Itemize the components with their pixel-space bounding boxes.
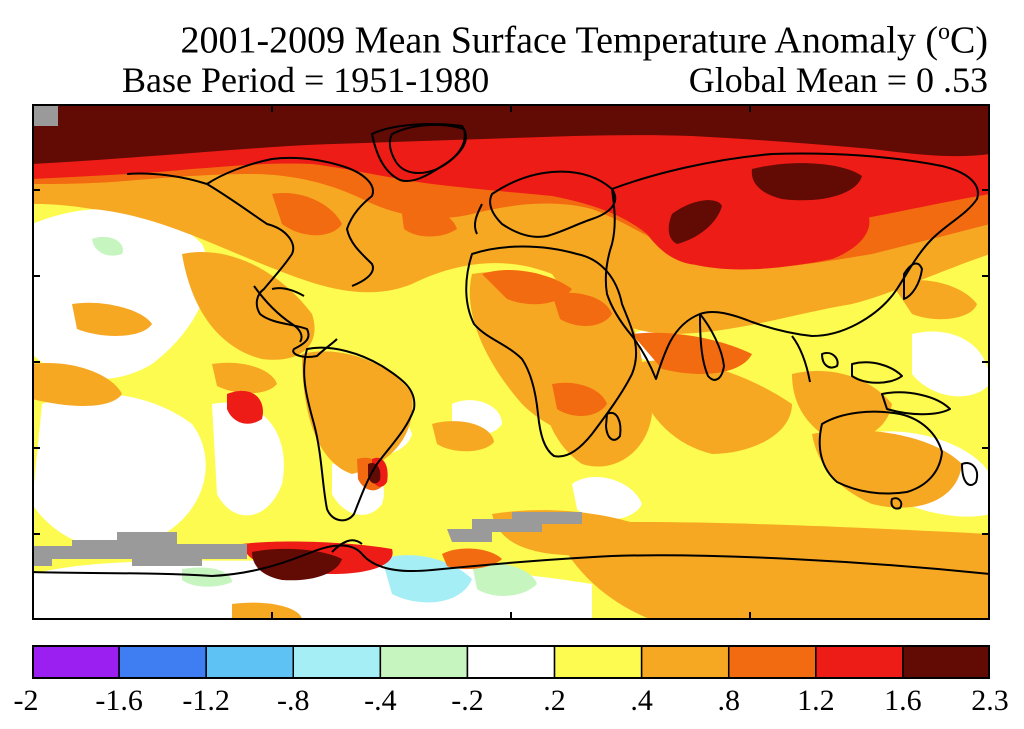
legend-tick-label: .2 — [543, 684, 566, 717]
legend-swatch — [902, 645, 990, 679]
legend-tick-label: -1.2 — [182, 684, 230, 717]
title-unit: C) — [950, 19, 988, 62]
legend-swatch — [727, 645, 817, 679]
legend-tick-label: -.2 — [451, 684, 484, 717]
global-mean-label: Global Mean = 0 .53 — [688, 60, 988, 100]
legend-swatch — [640, 645, 730, 679]
legend-tick-label: 2.3 — [971, 684, 1009, 717]
legend-swatch — [379, 645, 469, 679]
base-period-label: Base Period = 1951-1980 — [122, 60, 490, 100]
title-text: 2001-2009 Mean Surface Temperature Anoma… — [180, 19, 938, 62]
missing-data-regions — [32, 106, 582, 566]
degree-superscript: o — [938, 19, 950, 45]
legend-tick-label: 1.6 — [884, 684, 922, 717]
color-legend — [32, 645, 990, 679]
warm-darkest-regions — [32, 104, 990, 581]
legend-swatch — [815, 645, 904, 679]
legend-tick-label: .4 — [630, 684, 653, 717]
map-title: 2001-2009 Mean Surface Temperature Anoma… — [0, 10, 1024, 63]
legend-swatch — [32, 645, 120, 679]
anomaly-map — [32, 104, 990, 620]
legend-swatch — [118, 645, 207, 679]
legend-swatch — [292, 645, 382, 679]
legend-tick-label: -1.6 — [95, 684, 143, 717]
legend-swatch — [205, 645, 295, 679]
legend-tick-label: .8 — [717, 684, 740, 717]
coastlines — [32, 123, 990, 577]
legend-tick-label: -2 — [13, 684, 39, 717]
legend-tick-label: -.8 — [277, 684, 310, 717]
legend-swatch — [553, 645, 643, 679]
legend-tick-label: 1.2 — [797, 684, 835, 717]
anomaly-map-svg — [32, 104, 990, 620]
frame-ticks — [32, 104, 990, 620]
legend-frame — [32, 645, 990, 679]
color-legend-bar — [32, 645, 990, 679]
legend-tick-label: -.4 — [364, 684, 397, 717]
legend-swatch — [466, 645, 556, 679]
